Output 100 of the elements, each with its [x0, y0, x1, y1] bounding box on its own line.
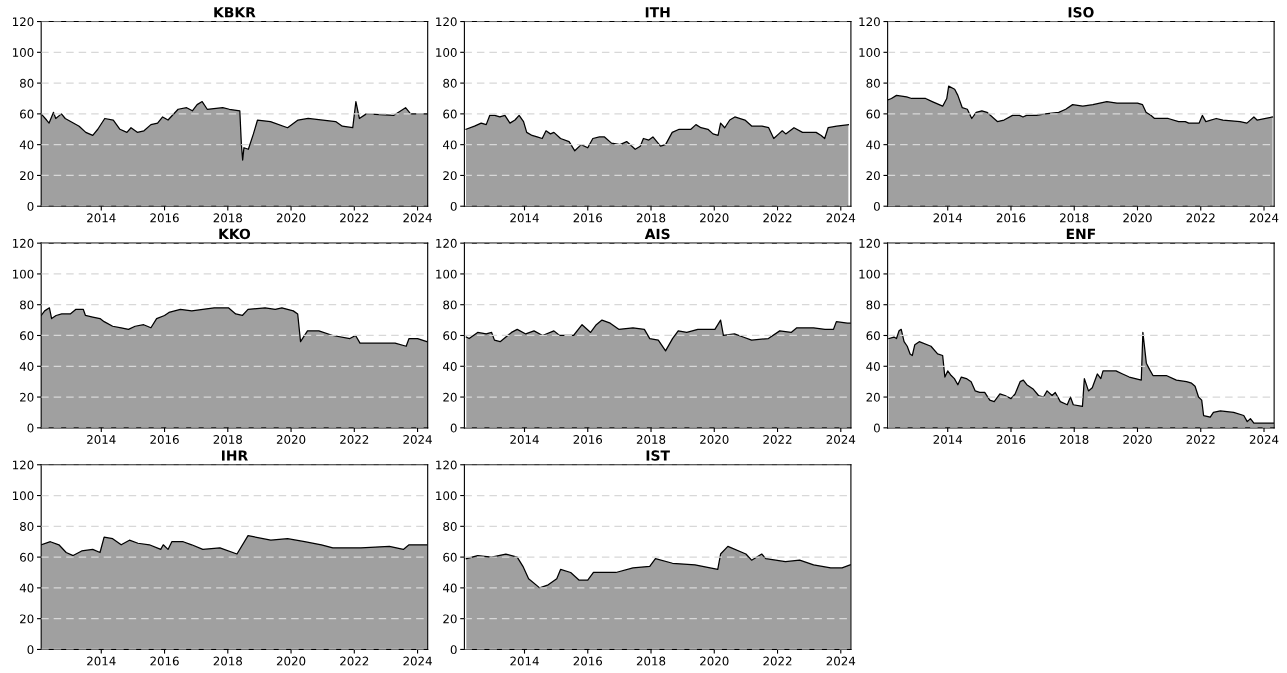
x-tick-label: 2014: [510, 213, 539, 223]
y-tick-label: 40: [19, 361, 34, 371]
x-tick-label: 2020: [700, 656, 729, 666]
chart-title: KKO: [219, 228, 251, 240]
x-tick-label: 2024: [403, 656, 432, 666]
y-tick-label: 0: [27, 645, 34, 655]
x-tick-label: 2022: [340, 656, 369, 666]
chart-title: ENF: [1066, 228, 1096, 239]
x-tick-label: 2020: [276, 213, 306, 223]
y-tick-label: 120: [13, 17, 34, 27]
y-tick-label: 80: [443, 522, 457, 531]
x-tick-label: 2024: [1249, 213, 1279, 223]
y-tick-label: 120: [436, 17, 457, 27]
x-tick-label: 2016: [150, 656, 179, 666]
y-tick-label: 60: [20, 331, 34, 341]
y-tick-label: 20: [20, 171, 34, 181]
x-tick-label: 2016: [573, 434, 603, 444]
y-tick-label: 20: [866, 171, 880, 181]
y-tick-label: 0: [450, 645, 457, 655]
y-tick-label: 80: [443, 78, 457, 88]
y-tick-label: 40: [866, 140, 880, 150]
x-tick-label: 2014: [933, 434, 963, 444]
y-tick-label: 100: [859, 48, 880, 57]
x-tick-label: 2014: [87, 434, 116, 444]
x-tick-label: 2022: [340, 213, 369, 223]
x-tick-label: 2016: [573, 213, 603, 223]
y-tick-label: 40: [19, 140, 34, 150]
x-tick-label: 2016: [573, 656, 603, 666]
x-tick-label: 2022: [340, 434, 369, 444]
chart-title: KBKR: [214, 7, 256, 18]
y-tick-label: 40: [19, 583, 34, 593]
x-tick-label: 2024: [826, 656, 856, 666]
x-tick-label: 2024: [826, 213, 856, 223]
x-tick-label: 2020: [276, 434, 306, 444]
y-tick-label: 60: [20, 109, 34, 119]
x-tick-label: 2020: [700, 434, 729, 444]
y-tick-label: 0: [873, 201, 880, 211]
x-tick-label: 2014: [510, 434, 539, 444]
x-tick-label: 2018: [636, 434, 666, 444]
y-tick-label: 60: [20, 552, 34, 562]
y-tick-label: 120: [436, 460, 457, 470]
chart-title: AIS: [644, 228, 670, 240]
chart-title: ITH: [645, 7, 670, 18]
x-tick-label: 2018: [636, 656, 666, 666]
y-tick-label: 80: [866, 78, 880, 88]
x-tick-label: 2018: [636, 213, 666, 223]
y-tick-label: 80: [20, 78, 34, 88]
x-tick-label: 2014: [87, 656, 116, 666]
y-tick-label: 40: [443, 583, 457, 593]
chart-title: ISO: [1068, 7, 1094, 18]
y-tick-label: 100: [13, 269, 34, 279]
x-tick-label: 2020: [1123, 434, 1152, 444]
y-tick-label: 0: [873, 423, 880, 433]
x-tick-label: 2018: [213, 213, 243, 223]
x-tick-label: 2018: [213, 656, 243, 666]
x-tick-label: 2016: [996, 213, 1026, 223]
y-tick-label: 80: [20, 522, 34, 531]
x-tick-label: 2016: [996, 434, 1026, 444]
x-tick-label: 2018: [213, 434, 243, 444]
y-tick-label: 20: [443, 392, 457, 402]
x-tick-label: 2022: [763, 656, 792, 666]
y-tick-label: 0: [27, 423, 34, 433]
y-tick-label: 60: [443, 109, 457, 119]
y-tick-label: 100: [13, 491, 34, 501]
y-tick-label: 20: [443, 614, 457, 624]
y-tick-label: 60: [443, 552, 457, 562]
y-tick-label: 100: [436, 491, 457, 501]
chart-title: IST: [646, 450, 670, 461]
y-tick-label: 20: [20, 392, 34, 402]
y-tick-label: 100: [859, 269, 880, 279]
x-tick-label: 2016: [150, 434, 179, 444]
x-tick-label: 2018: [1060, 213, 1089, 223]
x-tick-label: 2024: [826, 434, 856, 444]
x-tick-label: 2014: [87, 213, 116, 223]
x-tick-label: 2022: [763, 434, 792, 444]
x-tick-label: 2014: [933, 213, 963, 223]
y-tick-label: 60: [443, 331, 457, 341]
y-tick-label: 80: [443, 300, 457, 310]
y-tick-label: 80: [866, 300, 880, 310]
y-tick-label: 60: [866, 331, 880, 341]
y-tick-label: 0: [450, 423, 457, 433]
y-tick-label: 80: [20, 300, 34, 310]
y-tick-label: 100: [436, 269, 457, 279]
x-tick-label: 2022: [1186, 213, 1215, 223]
x-tick-label: 2022: [763, 213, 792, 223]
x-tick-label: 2020: [276, 656, 306, 666]
x-tick-label: 2020: [700, 213, 729, 223]
y-tick-label: 120: [859, 17, 880, 27]
y-tick-label: 60: [866, 109, 880, 119]
y-tick-label: 100: [436, 48, 457, 57]
y-tick-label: 40: [443, 361, 457, 371]
y-tick-label: 40: [866, 361, 880, 371]
x-tick-label: 2016: [150, 213, 179, 223]
y-tick-label: 0: [27, 201, 34, 211]
y-tick-label: 20: [443, 171, 457, 181]
y-tick-label: 20: [866, 392, 880, 402]
chart-title: IHR: [221, 450, 248, 461]
x-tick-label: 2018: [1060, 434, 1089, 444]
y-tick-label: 120: [436, 238, 457, 248]
x-tick-label: 2024: [1249, 434, 1279, 444]
